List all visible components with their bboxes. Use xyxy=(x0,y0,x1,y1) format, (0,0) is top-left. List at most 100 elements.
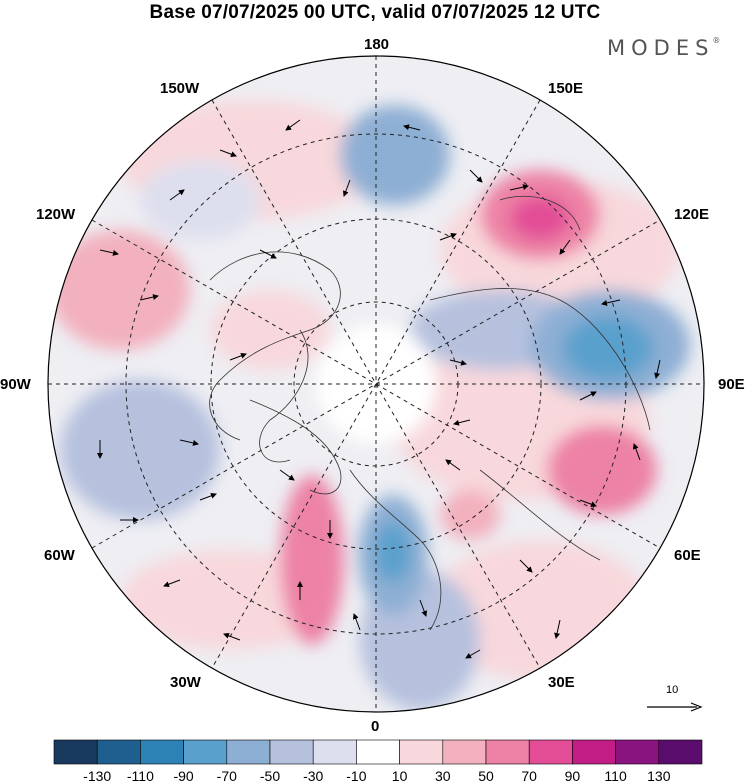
wind-vector xyxy=(139,294,159,301)
colorbar-tick-label: 70 xyxy=(521,768,537,784)
anomaly-patch xyxy=(140,160,260,240)
colorbar-swatch xyxy=(96,739,141,765)
wind-vector xyxy=(601,299,621,306)
colorbar-swatch xyxy=(615,739,660,765)
colorbar-swatch xyxy=(528,739,573,765)
colorbar-tick-label: -10 xyxy=(346,768,367,784)
lon-label-120w: 120W xyxy=(36,206,76,223)
graticule xyxy=(48,56,704,712)
wind-vector xyxy=(439,232,457,241)
wind-vector xyxy=(279,469,295,481)
coastline-europe xyxy=(349,469,442,631)
wind-vector xyxy=(469,169,483,183)
lon-label-30e: 30E xyxy=(548,674,575,691)
colorbar-tick-label: 110 xyxy=(604,768,627,784)
anomaly-center-red xyxy=(440,490,500,540)
wind-vector xyxy=(554,619,561,639)
wind-vector xyxy=(559,239,571,255)
map-field xyxy=(48,56,704,712)
wind-vectors xyxy=(97,119,661,659)
meridian-120-60 xyxy=(91,219,661,549)
meridian-30-150 xyxy=(211,99,541,669)
lon-label-90w: 90W xyxy=(0,376,31,393)
lon-label-30w: 30W xyxy=(170,674,201,691)
anomaly-center-blue xyxy=(340,105,450,205)
wind-vector xyxy=(465,649,481,659)
coastline-canada xyxy=(259,329,309,463)
anomaly-center-blue xyxy=(375,522,411,582)
colorbar-swatch xyxy=(53,739,98,765)
lon-label-0: 0 xyxy=(371,718,380,735)
wind-vector xyxy=(179,439,199,446)
wind-vector xyxy=(169,189,185,201)
colorbar-tick-label: 130 xyxy=(647,768,671,784)
coastline-greenland xyxy=(249,399,342,495)
colorbar-tick-label: -50 xyxy=(259,768,281,784)
coastline-kamchatka xyxy=(499,195,581,231)
wind-vector xyxy=(453,419,471,426)
modes-logo: MODES® xyxy=(607,36,720,60)
anomaly-patch xyxy=(50,230,190,350)
colorbar-swatch xyxy=(399,739,444,765)
wind-vector xyxy=(223,632,241,641)
wind-vector xyxy=(403,124,421,131)
wind-vector xyxy=(419,599,428,617)
lon-label-150e: 150E xyxy=(548,80,584,97)
anomaly-shading xyxy=(50,100,690,710)
wind-vector xyxy=(579,391,597,401)
colorbar-swatch xyxy=(442,739,487,765)
wind-vector xyxy=(229,352,247,361)
colorbar-swatch xyxy=(140,739,184,765)
lon-label-150w: 150W xyxy=(160,80,200,97)
colorbar-swatch xyxy=(485,739,530,765)
colorbar-tick-label: 30 xyxy=(435,768,451,784)
meridian-60-120 xyxy=(91,219,661,549)
wind-vector xyxy=(352,613,361,631)
colorbar-swatch xyxy=(226,739,271,765)
wind-vector xyxy=(654,359,661,379)
colorbar-swatch xyxy=(658,739,703,765)
registered-mark: ® xyxy=(712,36,721,45)
lon-label-60w: 60W xyxy=(44,547,75,564)
colorbar-swatch xyxy=(572,739,616,765)
wind-vector xyxy=(445,459,461,471)
colorbar-swatch xyxy=(356,739,400,765)
lon-label-180: 180 xyxy=(364,36,390,53)
wind-vector xyxy=(285,119,301,131)
colorbar-tick-label: -130 xyxy=(83,768,112,784)
wind-vector xyxy=(99,249,119,256)
colorbar-tick-label: -110 xyxy=(126,768,154,784)
coastline-siberia xyxy=(429,288,651,431)
wind-vector xyxy=(519,559,533,573)
coastline-asia xyxy=(479,469,601,561)
colorbar-tick-label: 10 xyxy=(391,768,408,784)
reference-vector-arrow xyxy=(647,702,703,712)
wind-vector xyxy=(509,184,529,191)
wind-vector xyxy=(579,499,597,508)
anomaly-center-red xyxy=(280,475,344,645)
wind-vector xyxy=(163,579,181,588)
map-boundary xyxy=(47,55,705,713)
lon-label-90e: 90E xyxy=(718,376,745,393)
wind-vector xyxy=(632,443,641,461)
wind-vector xyxy=(342,179,351,197)
coastlines xyxy=(209,195,651,631)
colorbar-tick-label: -30 xyxy=(303,768,324,784)
lon-label-60e: 60E xyxy=(674,547,701,564)
colorbar-tick-label: 90 xyxy=(564,768,581,784)
colorbar-tick-label: 50 xyxy=(478,768,494,784)
colorbar-swatch xyxy=(183,739,228,765)
anomaly-center-blue xyxy=(563,316,653,380)
colorbar-tick-label: -70 xyxy=(216,768,237,784)
brand-name: MODES xyxy=(607,36,715,60)
colorbar-swatch xyxy=(269,739,314,765)
wind-vector xyxy=(199,492,217,501)
anomaly-patch xyxy=(60,380,220,520)
wind-vector xyxy=(259,249,277,259)
meridian-150-30 xyxy=(211,99,541,669)
map-title: Base 07/07/2025 00 UTC, valid 07/07/2025… xyxy=(149,2,601,23)
lon-label-120e: 120E xyxy=(674,206,710,223)
anomaly-center-red xyxy=(510,196,570,240)
wind-vector xyxy=(219,149,237,158)
